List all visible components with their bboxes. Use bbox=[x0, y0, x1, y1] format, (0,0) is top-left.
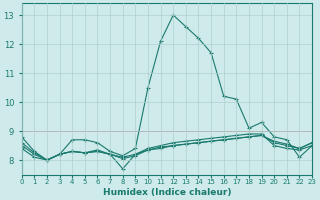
X-axis label: Humidex (Indice chaleur): Humidex (Indice chaleur) bbox=[103, 188, 231, 197]
